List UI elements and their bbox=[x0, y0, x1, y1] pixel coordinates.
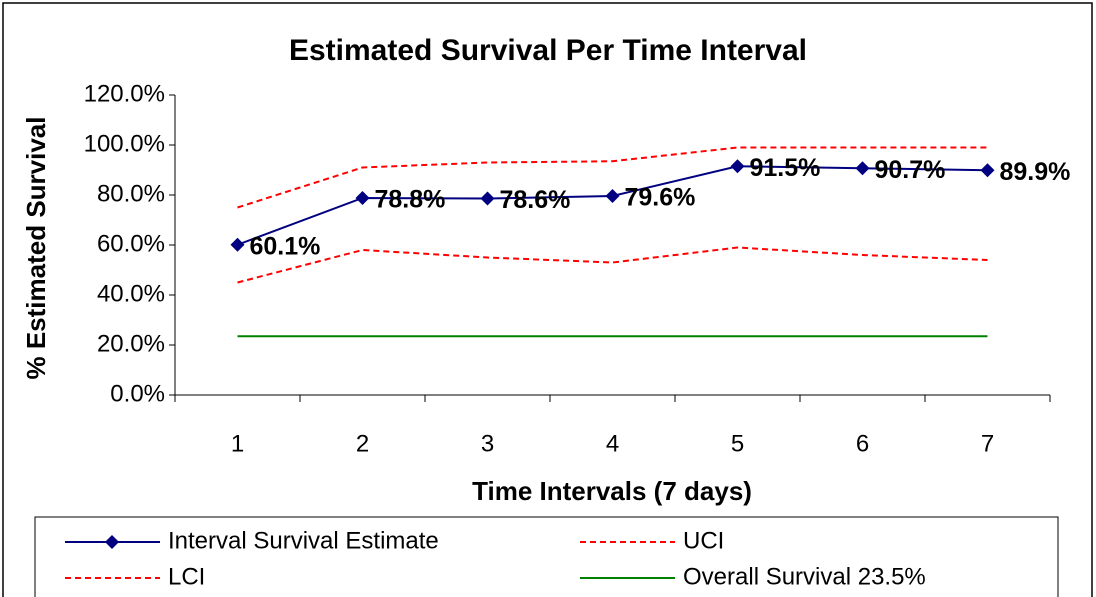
data-label: 78.6% bbox=[500, 186, 571, 214]
data-label: 91.5% bbox=[750, 154, 821, 182]
y-tick-label: 0.0% bbox=[110, 380, 165, 407]
y-tick-label: 100.0% bbox=[84, 130, 165, 157]
y-tick-label: 60.0% bbox=[97, 230, 165, 257]
data-label: 79.6% bbox=[625, 184, 696, 212]
point-marker bbox=[730, 159, 745, 174]
legend-marker bbox=[105, 535, 119, 549]
data-label: 90.7% bbox=[875, 156, 946, 184]
x-tick-label: 5 bbox=[731, 430, 744, 457]
data-label: 89.9% bbox=[1000, 158, 1071, 186]
y-axis-title: % Estimated Survival bbox=[21, 117, 51, 380]
series-line bbox=[237, 246, 988, 284]
point-marker bbox=[230, 237, 245, 252]
legend-box bbox=[34, 516, 1059, 597]
point-marker bbox=[605, 189, 620, 203]
legend-label: Interval Survival Estimate bbox=[168, 527, 439, 554]
y-tick-label: 120.0% bbox=[84, 80, 165, 107]
x-tick-label: 2 bbox=[356, 430, 369, 457]
point-marker bbox=[480, 191, 495, 206]
y-tick-label: 80.0% bbox=[97, 180, 165, 207]
series-line bbox=[237, 146, 988, 209]
point-marker bbox=[855, 161, 870, 176]
x-axis-title: Time Intervals (7 days) bbox=[472, 476, 752, 506]
point-marker bbox=[355, 191, 370, 205]
data-label: 60.1% bbox=[250, 232, 321, 260]
x-tick-label: 7 bbox=[981, 430, 994, 457]
x-tick-label: 4 bbox=[606, 430, 619, 457]
y-tick-label: 20.0% bbox=[97, 330, 165, 357]
data-label: 78.8% bbox=[375, 186, 446, 214]
legend-label: LCI bbox=[168, 563, 205, 590]
x-tick-label: 1 bbox=[231, 430, 244, 457]
legend-label: UCI bbox=[683, 527, 724, 554]
legend-label: Overall Survival 23.5% bbox=[683, 563, 926, 590]
y-tick-label: 40.0% bbox=[97, 280, 165, 307]
point-marker bbox=[980, 163, 995, 178]
x-tick-label: 3 bbox=[481, 430, 494, 457]
chart-title: Estimated Survival Per Time Interval bbox=[289, 34, 807, 67]
x-tick-label: 6 bbox=[856, 430, 869, 457]
